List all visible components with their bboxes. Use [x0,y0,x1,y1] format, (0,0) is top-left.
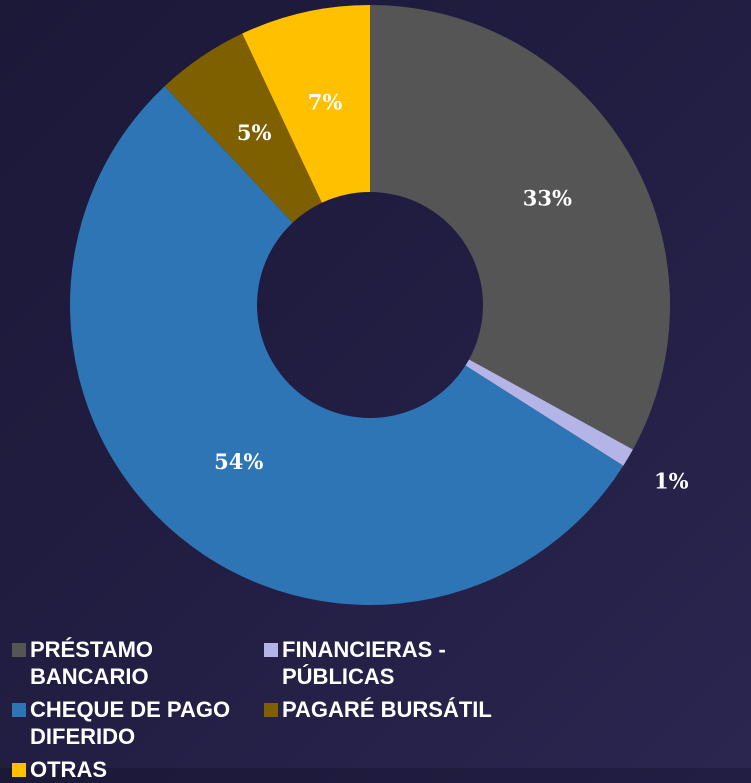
donut-slice [370,5,671,450]
legend-label: OTRAS [30,757,107,782]
data-label: 1% [654,469,689,494]
donut-slice [242,4,370,203]
data-label: 54% [214,449,263,474]
donut-slice [70,86,624,605]
legend-item: OTRAS [12,756,264,783]
legend-item: FINANCIERAS - PÚBLICAS [264,636,516,690]
legend-label: PAGARÉ BURSÁTIL [282,697,492,722]
data-label: 33% [523,186,572,211]
data-label: 5% [237,120,272,145]
legend-item: CHEQUE DE PAGO DIFERIDO [12,696,264,750]
legend-item: PAGARÉ BURSÁTIL [264,696,516,750]
chart: 33% 1% 54% 5% 7% [70,4,689,605]
legend: PRÉSTAMO BANCARIO FINANCIERAS - PÚBLICAS C… [12,636,751,783]
legend-label: CHEQUE DE PAGO DIFERIDO [30,697,231,749]
legend-swatch [12,643,26,657]
legend-swatch [264,703,278,717]
legend-swatch [12,703,26,717]
legend-swatch [12,763,26,777]
legend-label: PRÉSTAMO BANCARIO [30,637,154,689]
legend-label: FINANCIERAS - PÚBLICAS [282,637,446,689]
legend-item: PRÉSTAMO BANCARIO [12,636,264,690]
donut-slice [465,359,633,466]
data-label: 7% [308,89,343,114]
legend-swatch [264,643,278,657]
donut-slice [164,33,322,223]
